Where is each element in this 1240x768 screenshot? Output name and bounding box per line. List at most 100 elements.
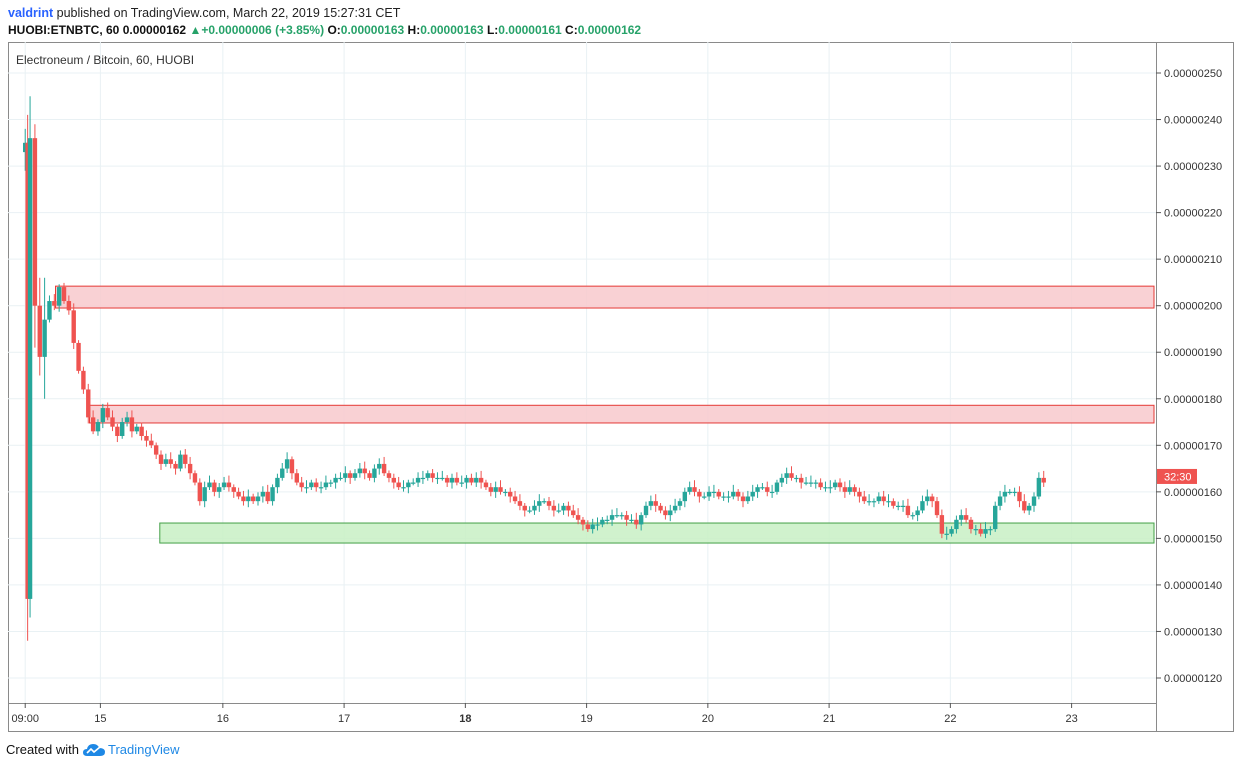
candle-down	[891, 501, 896, 506]
publish-line: valdrint published on TradingView.com, M…	[8, 6, 400, 20]
candle-up	[56, 287, 62, 306]
candle-down	[294, 473, 300, 483]
candle-down	[454, 477, 460, 483]
tradingview-logo[interactable]: TradingView	[82, 742, 180, 757]
y-tick-label: 0.00000160	[1164, 487, 1222, 499]
candle-down	[842, 487, 848, 492]
candle-down	[837, 482, 843, 488]
candle-down	[153, 445, 159, 455]
cloud-logo-icon	[82, 743, 105, 756]
candlesticks	[23, 96, 1046, 641]
candle-up	[832, 482, 838, 488]
candle-down	[905, 505, 911, 516]
candle-down	[197, 482, 203, 502]
candle-down	[381, 463, 387, 474]
candle-down	[90, 417, 96, 432]
candle-up	[406, 482, 411, 488]
last-price: 0.00000162	[122, 23, 187, 37]
candle-up	[309, 482, 314, 488]
candle-up	[246, 496, 251, 502]
chart-area[interactable]: 0.00000250 0.00000240 0.00000230 0.00000220…	[8, 42, 1234, 732]
candle-up	[1007, 491, 1012, 494]
candle-down	[469, 477, 474, 483]
candle-down	[367, 473, 372, 478]
candle-down	[226, 482, 232, 488]
candle-up	[202, 487, 207, 502]
candle-up	[886, 501, 891, 503]
candle-up	[124, 417, 130, 423]
candle-up	[464, 477, 469, 483]
candle-down	[149, 440, 154, 446]
chart-title: Electroneum / Bitcoin, 60, HUOBI	[16, 53, 194, 67]
candle-down	[692, 487, 697, 492]
x-tick-label: 21	[823, 713, 835, 725]
x-tick-label: 23	[1065, 713, 1077, 725]
candle-up	[323, 482, 329, 488]
candle-down	[192, 473, 198, 483]
candle-up	[784, 473, 789, 478]
candle-down	[265, 491, 270, 502]
candle-down	[391, 477, 397, 483]
candle-up	[459, 482, 464, 484]
candle-up	[983, 529, 988, 534]
candle-up	[270, 487, 275, 502]
candle-up	[619, 515, 624, 517]
candle-up	[95, 422, 101, 432]
candle-up	[178, 454, 183, 469]
price-chart[interactable]: 0.00000250 0.00000240 0.00000230 0.00000220…	[8, 42, 1234, 732]
candle-up	[959, 515, 964, 520]
candle-up	[440, 477, 445, 480]
candle-up	[474, 477, 479, 483]
candle-up	[541, 501, 547, 503]
time-axis[interactable]: 09:00 15 16 17 18 19 20 21 22 23	[11, 703, 1078, 725]
candle-down	[66, 301, 72, 311]
low-label: L:	[486, 23, 499, 37]
candle-down	[241, 496, 246, 502]
candle-down	[566, 505, 571, 511]
candle-up	[609, 515, 615, 520]
candle-down	[658, 505, 663, 511]
candle-up	[333, 477, 338, 483]
price-tag-label: 32:30	[1164, 471, 1192, 483]
candle-up	[779, 477, 785, 483]
candle-up	[503, 491, 508, 494]
candle-down	[1022, 501, 1027, 511]
candle-up	[910, 515, 915, 517]
candle-up	[1026, 505, 1032, 511]
candle-up	[682, 491, 688, 502]
candle-up	[1002, 491, 1008, 497]
candle-up	[687, 487, 692, 492]
candle-down	[716, 491, 721, 497]
candle-up	[711, 491, 717, 494]
created-with-label: Created with	[6, 742, 79, 757]
candle-up	[527, 510, 532, 512]
candle-up	[420, 477, 426, 480]
candle-up	[866, 501, 872, 503]
candle-down	[183, 454, 188, 464]
candle-up	[537, 501, 542, 506]
price-axis[interactable]: 0.00000250 0.00000240 0.00000230 0.00000220…	[1156, 68, 1222, 685]
candle-down	[697, 491, 702, 497]
author-link[interactable]: valdrint	[8, 6, 54, 20]
candle-down	[934, 501, 940, 516]
candle-up	[449, 477, 455, 483]
candle-up	[774, 482, 780, 492]
candle-up	[600, 519, 605, 525]
candle-down	[129, 417, 135, 432]
candle-up	[377, 463, 382, 469]
candle-down	[250, 496, 256, 502]
high-label: H:	[407, 23, 421, 37]
candle-up	[871, 501, 877, 503]
close-value: 0.00000162	[577, 23, 642, 37]
candle-up	[731, 491, 736, 497]
candle-up	[255, 496, 261, 502]
x-tick-label: 09:00	[11, 713, 39, 725]
candle-down	[517, 501, 523, 506]
candle-down	[852, 487, 857, 492]
candle-down	[86, 389, 91, 418]
price-zones	[55, 285, 1155, 544]
candle-up	[949, 529, 954, 534]
candle-up	[828, 487, 833, 489]
price-tag-box	[1157, 468, 1197, 484]
y-tick-label: 0.00000220	[1164, 208, 1222, 220]
